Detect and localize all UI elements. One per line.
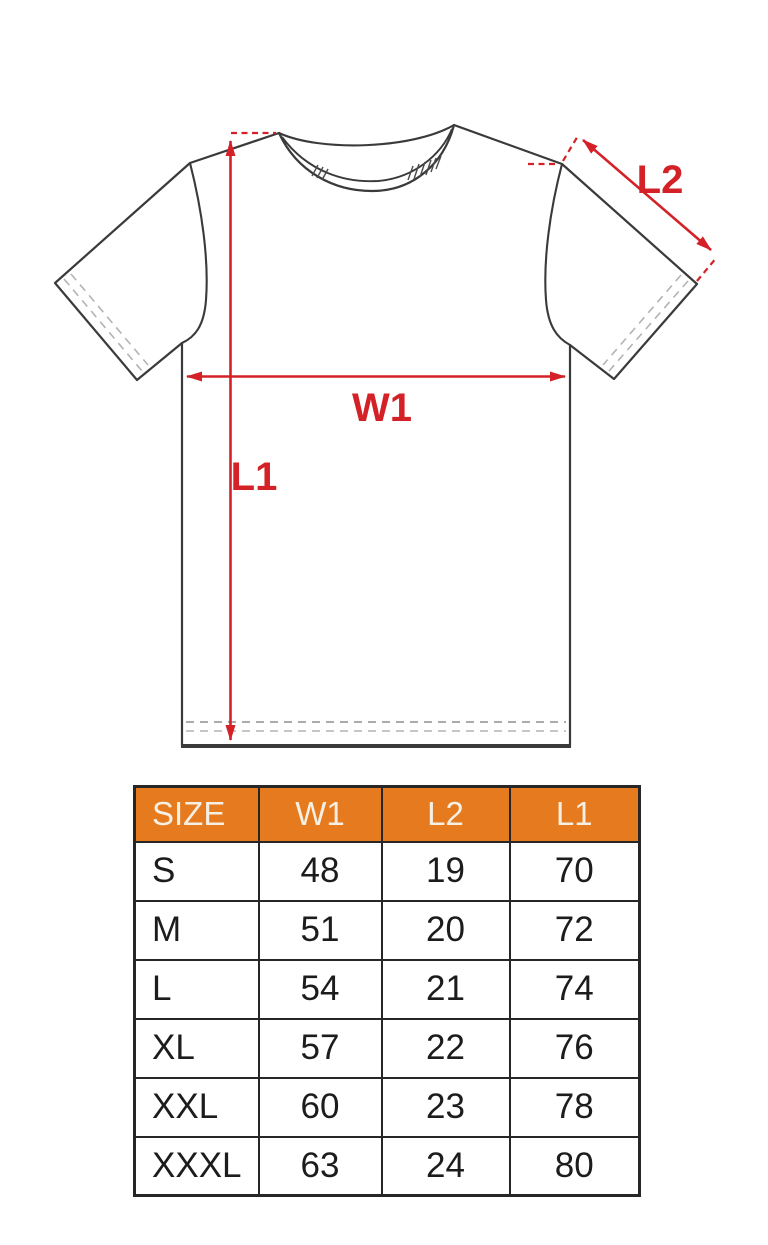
cell-l1: 72 bbox=[508, 899, 641, 961]
tshirt-outline bbox=[53, 123, 699, 748]
cell-w1: 57 bbox=[257, 1017, 383, 1079]
table-row: S 48 19 70 bbox=[133, 840, 641, 902]
left-cuff-stitch-1 bbox=[63, 278, 143, 372]
right-cuff-stitch-2 bbox=[602, 274, 682, 366]
collar-stitch-ticks bbox=[311, 155, 442, 181]
cell-l1: 74 bbox=[508, 958, 641, 1020]
tshirt-measurement-diagram: W1 L1 L2 bbox=[53, 123, 718, 748]
header-l1: L1 bbox=[508, 785, 641, 843]
header-size: SIZE bbox=[133, 785, 260, 843]
width-label: W1 bbox=[352, 386, 412, 430]
right-cuff-stitch-1 bbox=[608, 280, 689, 372]
right-armhole-seam bbox=[544, 162, 572, 347]
header-l2: L2 bbox=[380, 785, 511, 843]
size-table: SIZE W1 L2 L1 S 48 19 70 M 51 20 72 L 54 bbox=[133, 785, 641, 1197]
table-row: L 54 21 74 bbox=[133, 958, 641, 1020]
cell-size: XXXL bbox=[133, 1135, 260, 1197]
cell-l2: 23 bbox=[380, 1076, 511, 1138]
table-row: M 51 20 72 bbox=[133, 899, 641, 961]
cell-w1: 54 bbox=[257, 958, 383, 1020]
cell-size: L bbox=[133, 958, 260, 1020]
cell-size: M bbox=[133, 899, 260, 961]
sleeve-extension-cuff-d bbox=[696, 256, 718, 282]
cell-w1: 51 bbox=[257, 899, 383, 961]
cell-l1: 80 bbox=[508, 1135, 641, 1197]
cell-size: XXL bbox=[133, 1076, 260, 1138]
cell-l1: 78 bbox=[508, 1076, 641, 1138]
cell-l1: 76 bbox=[508, 1017, 641, 1079]
cell-l2: 21 bbox=[380, 958, 511, 1020]
cell-l2: 22 bbox=[380, 1017, 511, 1079]
measurement-annotations: W1 L1 L2 bbox=[186, 131, 718, 741]
tshirt-body-shape bbox=[53, 123, 699, 748]
cell-w1: 63 bbox=[257, 1135, 383, 1197]
left-armhole-seam bbox=[180, 161, 208, 345]
table-row: XL 57 22 76 bbox=[133, 1017, 641, 1079]
sleeve-arrow bbox=[582, 139, 712, 251]
header-w1: W1 bbox=[257, 785, 383, 843]
cell-l1: 70 bbox=[508, 840, 641, 902]
cell-l2: 20 bbox=[380, 899, 511, 961]
cell-w1: 60 bbox=[257, 1076, 383, 1138]
table-header-row: SIZE W1 L2 L1 bbox=[133, 785, 641, 843]
length-label: L1 bbox=[231, 455, 278, 499]
table-row: XXL 60 23 78 bbox=[133, 1076, 641, 1138]
sleeve-extension-shoulder-d bbox=[562, 133, 580, 162]
cell-size: S bbox=[133, 840, 260, 902]
sleeve-label: L2 bbox=[637, 158, 684, 202]
cell-size: XL bbox=[133, 1017, 260, 1079]
collar-inner-edge bbox=[281, 128, 453, 183]
cell-l2: 19 bbox=[380, 840, 511, 902]
left-cuff-stitch-2 bbox=[70, 273, 149, 366]
cell-w1: 48 bbox=[257, 840, 383, 902]
table-row: XXXL 63 24 80 bbox=[133, 1135, 641, 1197]
cell-l2: 24 bbox=[380, 1135, 511, 1197]
collar-back-seam bbox=[277, 123, 456, 147]
